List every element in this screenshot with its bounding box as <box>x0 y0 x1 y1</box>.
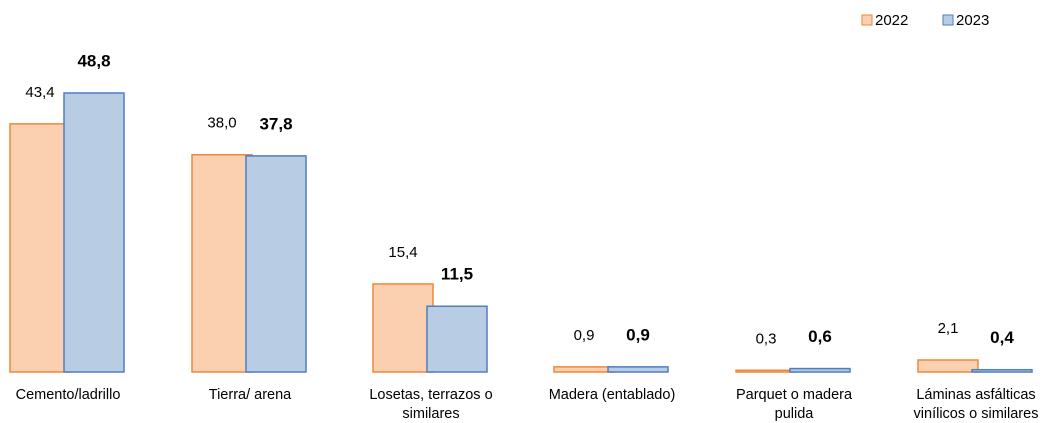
bar <box>607 366 669 373</box>
category-label: Tierra/ arena <box>208 387 292 403</box>
category-label: Losetas, terrazos o similares <box>369 387 493 422</box>
bar <box>9 123 71 373</box>
value-label: 0,4 <box>990 328 1014 347</box>
value-label: 0,6 <box>808 327 832 346</box>
value-label: 0,9 <box>574 327 595 344</box>
value-label: 15,4 <box>388 244 417 261</box>
value-label: 43,4 <box>25 84 54 101</box>
legend-swatch <box>942 14 954 26</box>
value-label: 38,0 <box>207 115 236 132</box>
bar <box>735 369 797 373</box>
category-label: Parquet o madera pulida <box>735 387 853 422</box>
bar <box>63 92 125 373</box>
category-label: Madera (entablado) <box>548 387 676 403</box>
bar <box>426 305 488 373</box>
value-label: 0,3 <box>756 330 777 347</box>
value-label: 48,8 <box>77 51 110 70</box>
value-label: 37,8 <box>259 114 292 133</box>
legend-label: 2022 <box>875 12 908 29</box>
bar <box>553 366 615 373</box>
value-label: 2,1 <box>938 320 959 337</box>
category-label: Láminas asfálticas vinílicos o similares <box>913 387 1039 422</box>
bar <box>191 153 253 373</box>
bar <box>789 367 851 373</box>
category-label: Cemento/ladrillo <box>15 387 121 403</box>
value-label: 0,9 <box>626 325 650 344</box>
bar <box>971 368 1033 373</box>
bar <box>245 155 307 373</box>
bar <box>917 359 979 373</box>
legend-label: 2023 <box>956 12 989 29</box>
value-label: 11,5 <box>441 265 473 284</box>
legend-swatch <box>861 14 873 26</box>
bar <box>372 283 434 373</box>
